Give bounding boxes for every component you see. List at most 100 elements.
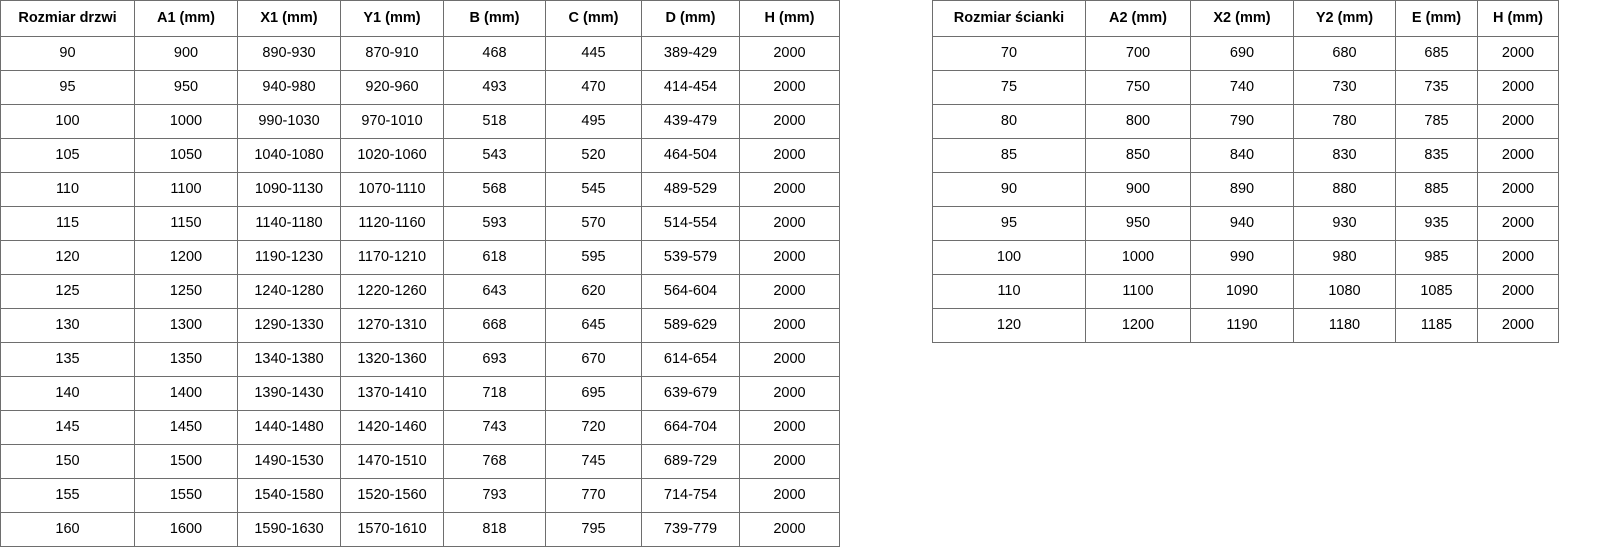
table-cell: 2000 <box>739 410 840 445</box>
table-cell: 940 <box>1190 206 1294 241</box>
table-cell: 110 <box>932 274 1086 309</box>
table-cell: 743 <box>443 410 546 445</box>
table-cell: 1070-1110 <box>340 172 444 207</box>
table-cell: 790 <box>1190 104 1294 139</box>
table-cell: 1150 <box>134 206 238 241</box>
table-row: 70 700 690 680 685 2000 <box>932 36 1559 71</box>
column-header: B (mm) <box>443 0 546 37</box>
table-cell: 1040-1080 <box>237 138 341 173</box>
table-row: 85 850 840 830 835 2000 <box>932 138 1559 173</box>
table-header-row: Rozmiar drzwi A1 (mm) X1 (mm) Y1 (mm) B (mm)… <box>0 0 840 37</box>
table-cell: 1440-1480 <box>237 410 341 445</box>
table-cell: 2000 <box>1477 206 1559 241</box>
table-row: 155 1550 1540-1580 1520-1560 793 770 714-754 20… <box>0 478 840 513</box>
table-cell: 890-930 <box>237 36 341 71</box>
table-cell: 768 <box>443 444 546 479</box>
table-cell: 980 <box>1293 240 1396 275</box>
table-cell: 1250 <box>134 274 238 309</box>
table-cell: 618 <box>443 240 546 275</box>
table-cell: 664-704 <box>641 410 740 445</box>
table-cell: 493 <box>443 70 546 105</box>
table-cell: 935 <box>1395 206 1478 241</box>
table-cell: 595 <box>545 240 642 275</box>
table-cell: 1520-1560 <box>340 478 444 513</box>
table-row: 135 1350 1340-1380 1320-1360 693 670 614-654 20… <box>0 342 840 377</box>
table-cell: 389-429 <box>641 36 740 71</box>
column-header: Y2 (mm) <box>1293 0 1396 37</box>
table-cell: 950 <box>134 70 238 105</box>
table-cell: 739-779 <box>641 512 740 547</box>
table-cell: 690 <box>1190 36 1294 71</box>
table-cell: 80 <box>932 104 1086 139</box>
table-cell: 1570-1610 <box>340 512 444 547</box>
table-cell: 2000 <box>739 172 840 207</box>
table-cell: 1290-1330 <box>237 308 341 343</box>
table-cell: 1470-1510 <box>340 444 444 479</box>
table-cell: 110 <box>0 172 135 207</box>
table-cell: 1240-1280 <box>237 274 341 309</box>
table-cell: 2000 <box>1477 308 1559 343</box>
table-cell: 2000 <box>739 478 840 513</box>
table-cell: 105 <box>0 138 135 173</box>
table-cell: 1090-1130 <box>237 172 341 207</box>
table-cell: 135 <box>0 342 135 377</box>
table-cell: 543 <box>443 138 546 173</box>
table-cell: 2000 <box>739 36 840 71</box>
table-cell: 2000 <box>739 104 840 139</box>
table-cell: 120 <box>0 240 135 275</box>
table-cell: 830 <box>1293 138 1396 173</box>
table-cell: 1120-1160 <box>340 206 444 241</box>
table-cell: 1200 <box>1085 308 1191 343</box>
table-cell: 140 <box>0 376 135 411</box>
table-cell: 1100 <box>134 172 238 207</box>
table-cell: 1340-1380 <box>237 342 341 377</box>
table-row: 145 1450 1440-1480 1420-1460 743 720 664-704 20… <box>0 410 840 445</box>
table-cell: 1080 <box>1293 274 1396 309</box>
table-cell: 850 <box>1085 138 1191 173</box>
table-cell: 930 <box>1293 206 1396 241</box>
wall-table-body: 70 700 690 680 685 2000 75 750 740 730 735 2000 80 80… <box>932 36 1559 343</box>
column-header: X2 (mm) <box>1190 0 1294 37</box>
table-cell: 1600 <box>134 512 238 547</box>
table-cell: 130 <box>0 308 135 343</box>
table-cell: 2000 <box>1477 104 1559 139</box>
table-cell: 1300 <box>134 308 238 343</box>
table-cell: 885 <box>1395 172 1478 207</box>
table-row: 95 950 940 930 935 2000 <box>932 206 1559 241</box>
table-cell: 2000 <box>739 240 840 275</box>
table-cell: 85 <box>932 138 1086 173</box>
table-cell: 2000 <box>1477 172 1559 207</box>
table-cell: 890 <box>1190 172 1294 207</box>
table-cell: 570 <box>545 206 642 241</box>
table-cell: 2000 <box>739 70 840 105</box>
table-cell: 818 <box>443 512 546 547</box>
table-cell: 1590-1630 <box>237 512 341 547</box>
table-cell: 2000 <box>739 206 840 241</box>
table-row: 160 1600 1590-1630 1570-1610 818 795 739-779 20… <box>0 512 840 547</box>
table-cell: 780 <box>1293 104 1396 139</box>
table-cell: 840 <box>1190 138 1294 173</box>
table-cell: 940-980 <box>237 70 341 105</box>
table-row: 90 900 890 880 885 2000 <box>932 172 1559 207</box>
table-cell: 1190 <box>1190 308 1294 343</box>
table-cell: 870-910 <box>340 36 444 71</box>
table-cell: 970-1010 <box>340 104 444 139</box>
table-cell: 720 <box>545 410 642 445</box>
table-cell: 735 <box>1395 70 1478 105</box>
table-cell: 793 <box>443 478 546 513</box>
table-cell: 120 <box>932 308 1086 343</box>
table-cell: 2000 <box>739 308 840 343</box>
table-cell: 1020-1060 <box>340 138 444 173</box>
column-header: Rozmiar ścianki <box>932 0 1086 37</box>
table-cell: 2000 <box>1477 274 1559 309</box>
table-cell: 95 <box>932 206 1086 241</box>
table-cell: 589-629 <box>641 308 740 343</box>
table-cell: 680 <box>1293 36 1396 71</box>
table-cell: 100 <box>932 240 1086 275</box>
table-cell: 115 <box>0 206 135 241</box>
table-row: 120 1200 1190 1180 1185 2000 <box>932 308 1559 343</box>
table-cell: 75 <box>932 70 1086 105</box>
table-row: 150 1500 1490-1530 1470-1510 768 745 689-729 20… <box>0 444 840 479</box>
table-cell: 695 <box>545 376 642 411</box>
table-cell: 439-479 <box>641 104 740 139</box>
